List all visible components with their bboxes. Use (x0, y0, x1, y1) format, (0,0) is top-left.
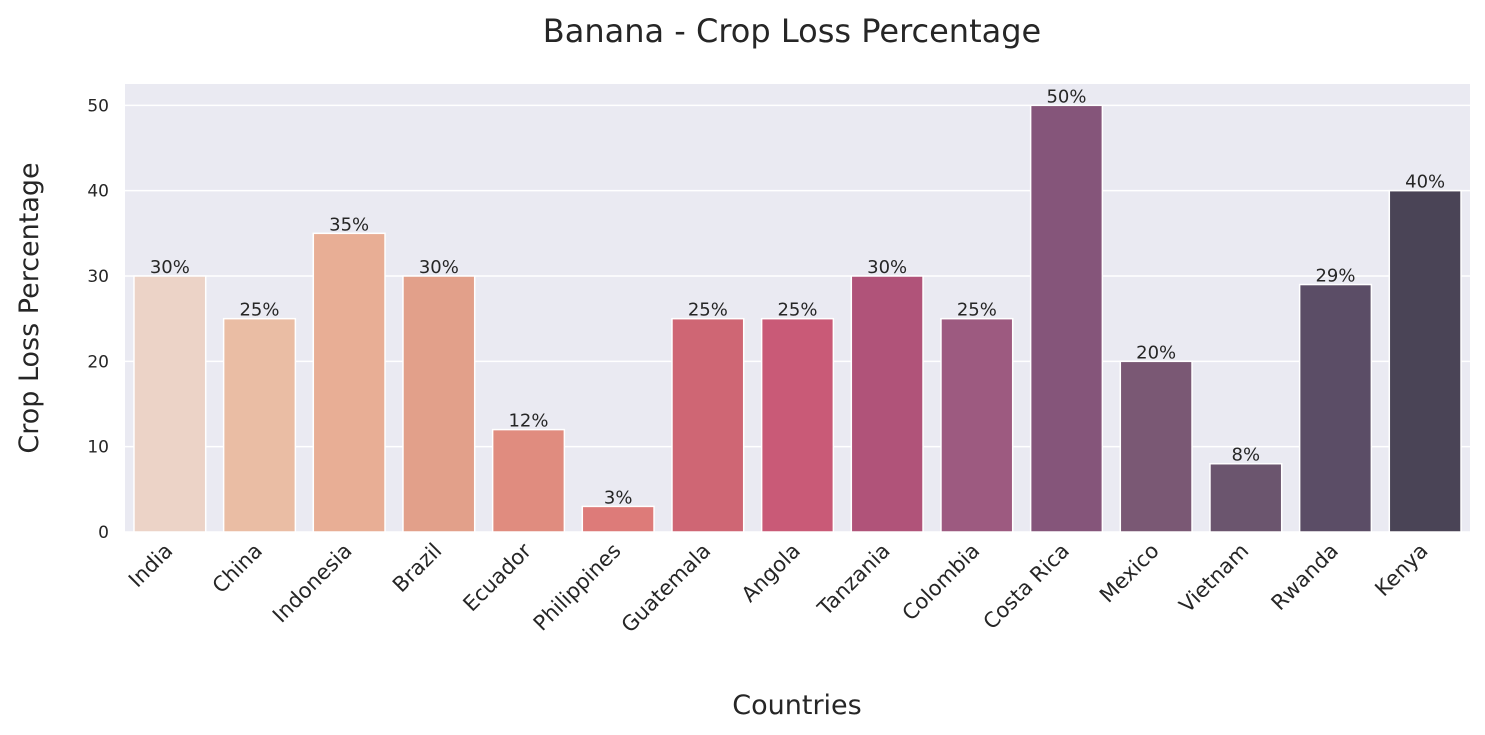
data-label: 25% (688, 300, 728, 321)
bar-costa-rica (1029, 104, 1104, 533)
chart-title: Banana - Crop Loss Percentage (543, 12, 1041, 50)
y-tick-label: 0 (98, 523, 109, 543)
bar-colombia (940, 317, 1014, 533)
bar-indonesia (312, 232, 386, 533)
data-label: 50% (1046, 86, 1086, 107)
x-tick-label: Brazil (388, 539, 446, 597)
bar-philippines (581, 505, 655, 533)
bars (133, 104, 1462, 533)
data-label: 25% (777, 300, 817, 321)
data-label: 30% (150, 257, 190, 278)
x-tick-label: Guatemala (617, 539, 716, 638)
y-tick-label: 20 (87, 352, 109, 372)
data-label: 12% (508, 411, 548, 432)
x-tick-label: Angola (737, 539, 805, 607)
data-label: 3% (604, 487, 633, 508)
x-tick-label: Costa Rica (979, 539, 1075, 635)
y-tick-label: 30 (87, 267, 109, 287)
data-label: 30% (419, 257, 459, 278)
bar-mexico (1119, 360, 1193, 533)
x-tick-label: Mexico (1095, 539, 1164, 608)
bar-ecuador (491, 428, 566, 533)
bar-india (133, 275, 207, 533)
bar-angola (760, 317, 835, 533)
y-tick-labels: 0 10 20 30 40 50 (87, 96, 109, 543)
x-axis-label: Countries (732, 690, 861, 721)
bar-rwanda (1298, 283, 1373, 533)
x-tick-label: Philippines (529, 539, 626, 636)
x-tick-labels: India China Indonesia Brazil EcuadorPhilippi… (124, 538, 1433, 637)
data-label: 40% (1405, 172, 1445, 193)
bar-china (222, 317, 297, 533)
x-tick-label: India (124, 539, 177, 592)
data-label: 30% (867, 257, 907, 278)
x-tick-label: Indonesia (268, 539, 357, 628)
bar-kenya (1388, 189, 1462, 533)
y-tick-label: 50 (87, 96, 109, 116)
x-tick-label: Tanzania (812, 539, 894, 621)
data-label: 29% (1315, 266, 1355, 287)
bar-tanzania (850, 275, 924, 533)
data-label: 35% (329, 214, 369, 235)
data-label: 20% (1136, 342, 1176, 363)
x-tick-label: Rwanda (1267, 539, 1343, 615)
y-tick-label: 40 (87, 182, 109, 202)
bar-guatemala (671, 317, 745, 533)
x-tick-label: Kenya (1370, 539, 1432, 601)
bar-brazil (402, 275, 476, 533)
data-labels: 30% 25% 35% 30% 12% 3% 25% 25% 30% 25% 50% 20% 8% 29%… (150, 86, 1445, 508)
data-label: 25% (239, 300, 279, 321)
x-tick-label: Ecuador (458, 538, 536, 616)
x-tick-label: China (208, 539, 267, 598)
bar-vietnam (1209, 462, 1283, 533)
data-label: 8% (1232, 445, 1261, 466)
y-tick-label: 10 (87, 438, 109, 458)
y-axis-label: Crop Loss Percentage (14, 162, 45, 453)
x-tick-label: Vietnam (1175, 539, 1254, 618)
data-label: 25% (957, 300, 997, 321)
x-tick-label: Colombia (898, 539, 985, 626)
